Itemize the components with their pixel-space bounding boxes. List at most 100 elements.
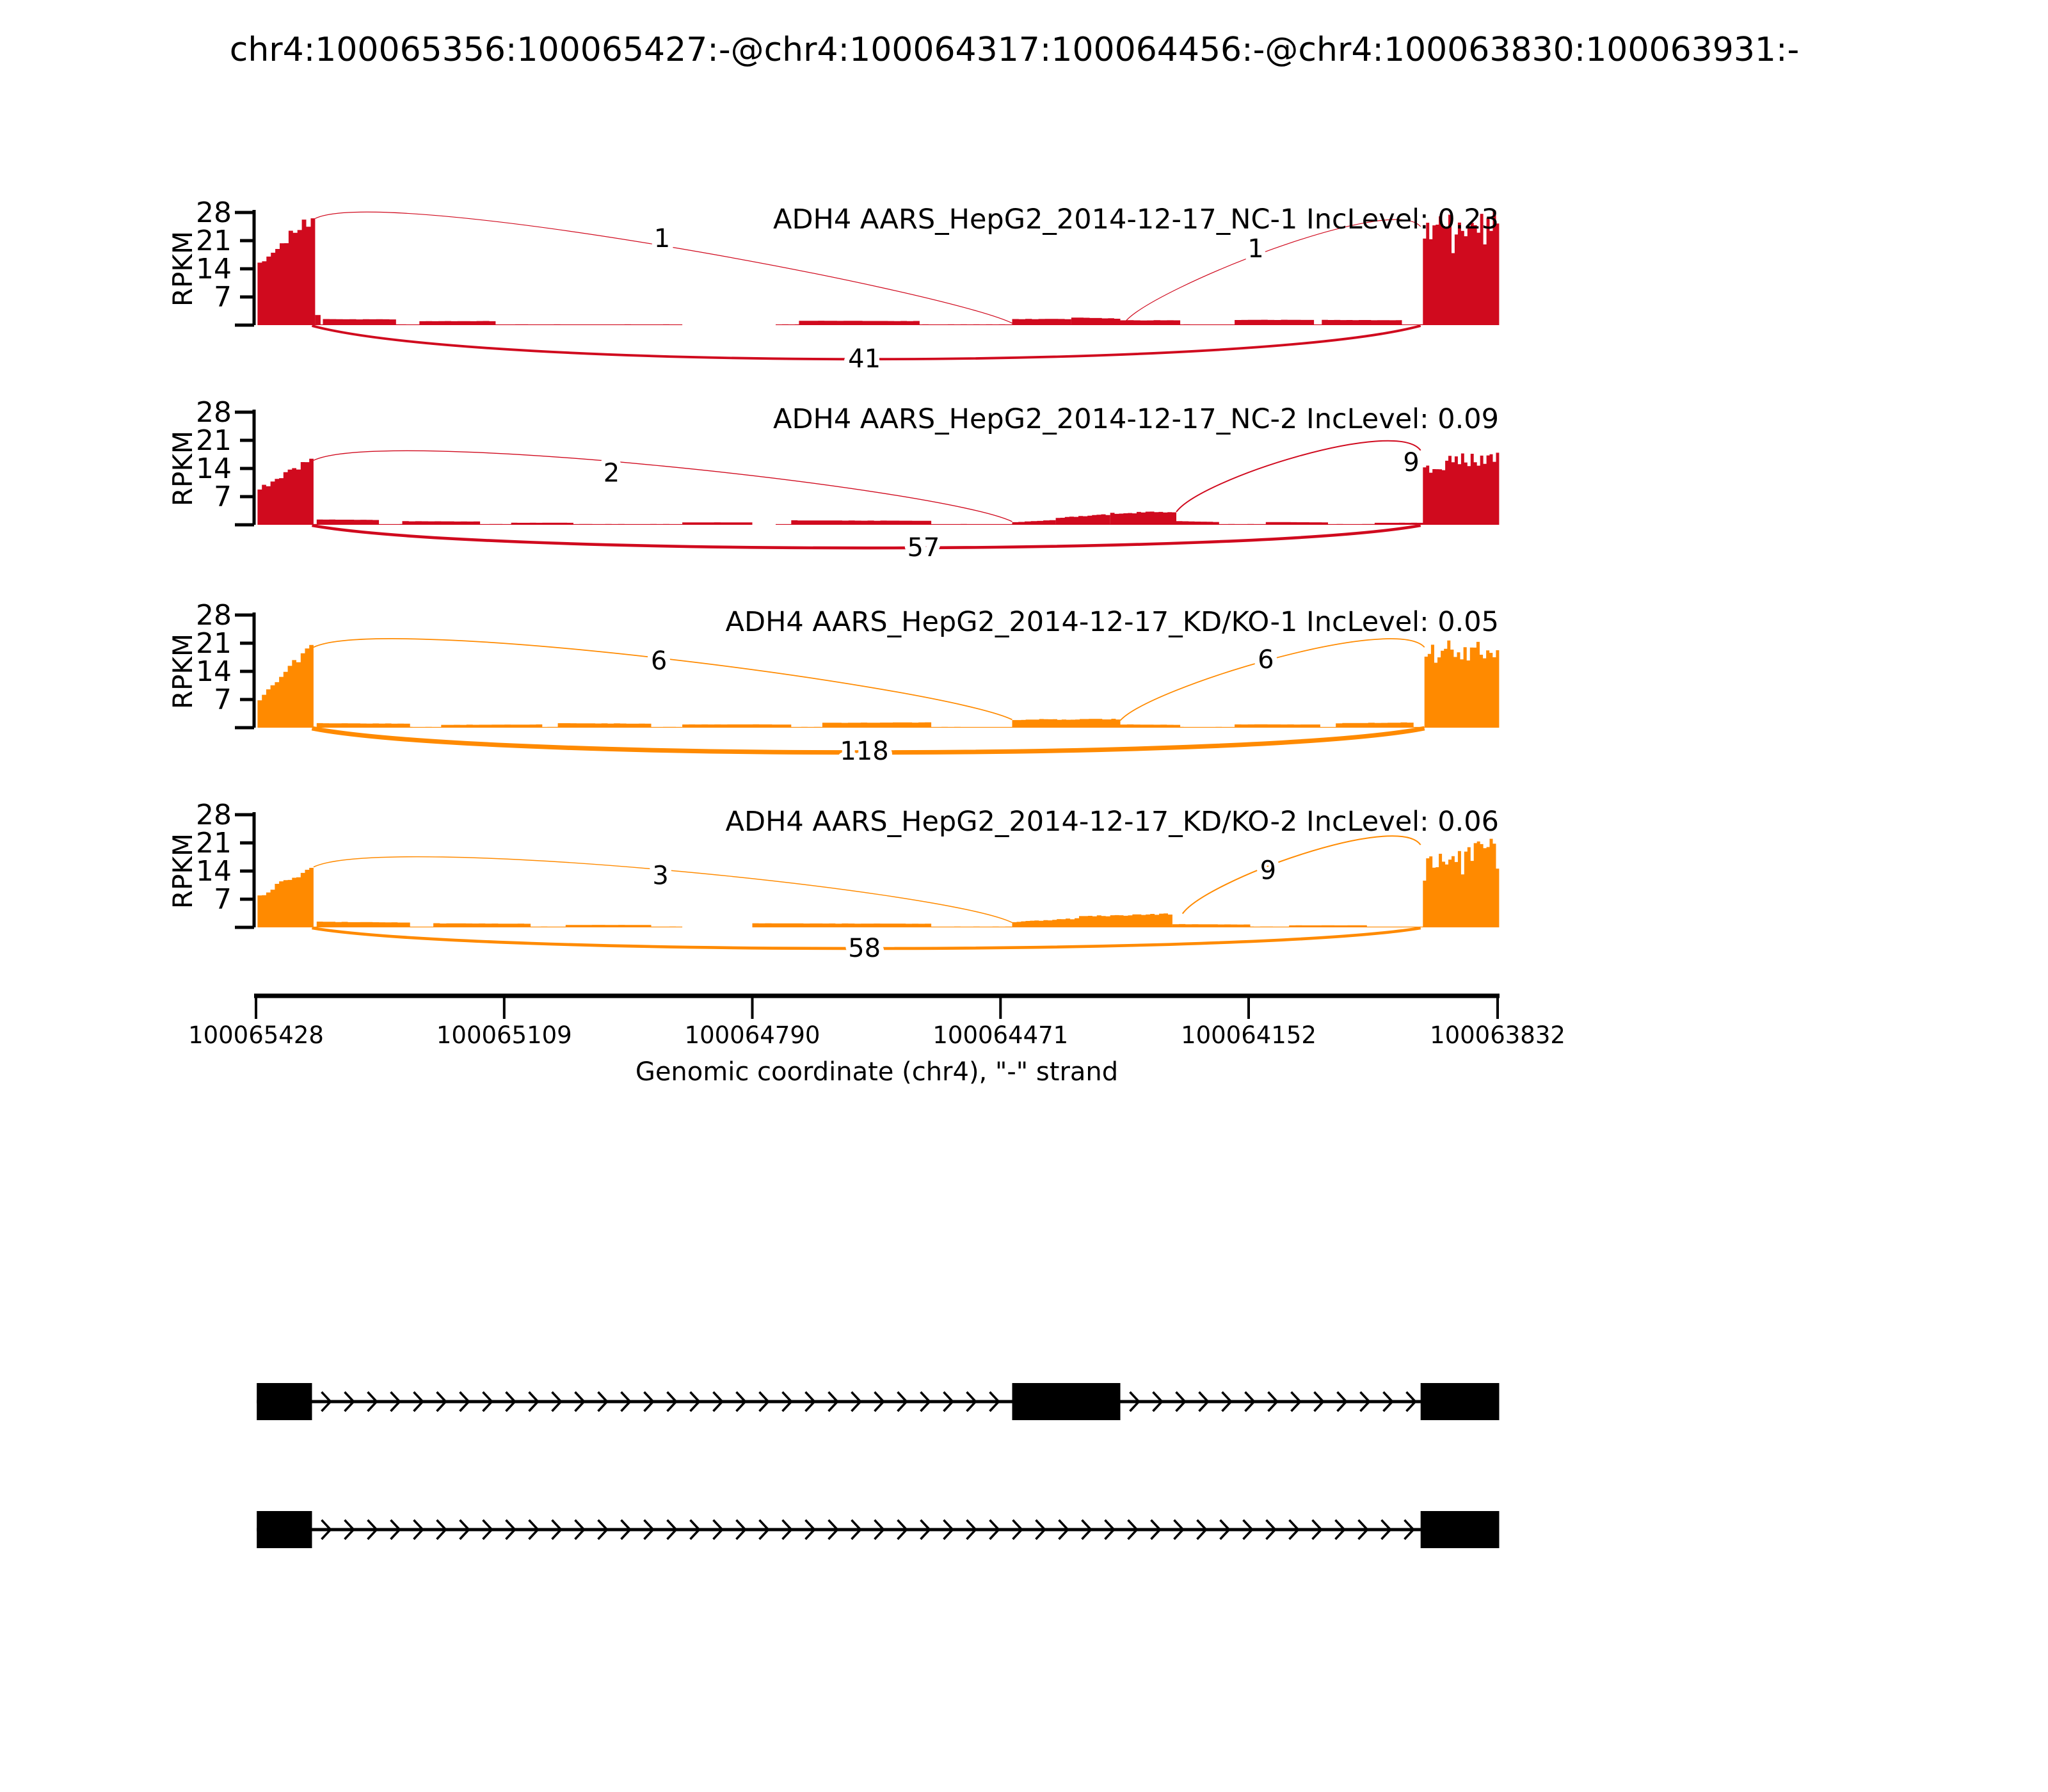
intron-arrow	[1035, 1519, 1046, 1540]
intron-arrow	[643, 1519, 655, 1540]
coverage-area	[1055, 514, 1110, 525]
y-axis-title: RPKM	[167, 833, 198, 909]
x-tick-label: 100063832	[1430, 1021, 1565, 1049]
intron-arrow	[943, 1391, 954, 1412]
y-axis-title: RPKM	[167, 431, 198, 506]
coverage-area	[791, 520, 932, 525]
coverage-area	[1423, 452, 1500, 525]
junction-count: 1	[1247, 234, 1263, 264]
intron-arrow	[712, 1391, 724, 1412]
y-tick-label: 28	[196, 599, 232, 632]
junction-arc	[1176, 440, 1421, 513]
coverage-area	[511, 522, 573, 525]
coverage-area	[1079, 913, 1172, 927]
intron-arrow	[1219, 1519, 1231, 1540]
intron-arrow	[459, 1519, 470, 1540]
y-tick-label: 7	[214, 481, 232, 513]
intron-arrow	[551, 1391, 563, 1412]
coverage-area	[257, 458, 314, 525]
intron-arrow	[1104, 1519, 1116, 1540]
coverage-area	[419, 321, 496, 325]
intron-arrow	[735, 1519, 747, 1540]
intron-arrow	[1196, 1519, 1208, 1540]
x-tick-label: 100065428	[188, 1021, 324, 1049]
coverage-area	[402, 521, 481, 525]
x-tick-label: 100064790	[685, 1021, 820, 1049]
y-tick-label: 21	[196, 627, 232, 660]
intron-arrow	[897, 1519, 908, 1540]
intron-arrow	[1150, 1519, 1162, 1540]
intron-arrow	[1311, 1519, 1323, 1540]
junction-arc-skip	[311, 726, 1425, 755]
intron-arrow	[966, 1391, 977, 1412]
junction-arc	[1181, 835, 1421, 915]
track-title: ADH4 AARS_HepG2_2014-12-17_NC-1 IncLevel…	[773, 204, 1499, 236]
junction-arc	[313, 856, 1012, 924]
intron-arrow	[689, 1519, 701, 1540]
coverage-area	[315, 315, 321, 325]
intron-arrow	[367, 1391, 378, 1412]
coverage-area	[433, 923, 531, 927]
intron-arrow	[367, 1519, 378, 1540]
intron-arrow	[459, 1391, 470, 1412]
intron-arrow	[989, 1391, 1000, 1412]
coverage-area	[1012, 319, 1071, 325]
y-tick-label: 14	[196, 655, 232, 688]
junction-count: 58	[848, 934, 881, 963]
intron-arrow	[804, 1391, 816, 1412]
coverage-area	[1235, 319, 1315, 325]
y-tick-label: 21	[196, 424, 232, 457]
y-axis-title: RPKM	[167, 634, 198, 709]
intron-arrow	[528, 1519, 540, 1540]
exon-block	[1012, 1383, 1121, 1420]
intron-arrow	[781, 1519, 793, 1540]
track-title: ADH4 AARS_HepG2_2014-12-17_KD/KO-1 IncLe…	[726, 606, 1499, 638]
junction-arc-skip	[312, 926, 1421, 950]
intron-arrow	[804, 1519, 816, 1540]
coverage-area	[1265, 522, 1328, 525]
intron-arrow	[758, 1391, 770, 1412]
figure-title: chr4:100065356:100065427:-@chr4:10006431…	[230, 31, 1800, 69]
coverage-area	[682, 522, 753, 525]
coverage-area	[1120, 724, 1181, 728]
intron-arrow	[1198, 1391, 1210, 1412]
intron-arrow	[1221, 1391, 1233, 1412]
coverage-area	[1012, 520, 1056, 525]
y-tick-label: 14	[196, 855, 232, 888]
intron-arrow	[1175, 1391, 1187, 1412]
intron-arrow	[1152, 1391, 1164, 1412]
y-tick-label: 7	[214, 883, 232, 916]
coverage-area	[752, 923, 932, 927]
intron-arrow	[482, 1391, 493, 1412]
intron-arrow	[989, 1519, 1000, 1540]
intron-arrow	[390, 1519, 401, 1540]
junction-arc-skip	[312, 324, 1421, 361]
junction-arc	[313, 450, 1012, 522]
intron-arrow	[1173, 1519, 1185, 1540]
intron-arrow	[1127, 1519, 1139, 1540]
coverage-area	[1176, 521, 1219, 525]
intron-arrow	[1012, 1519, 1023, 1540]
coverage-area	[316, 519, 380, 525]
intron-arrow	[1357, 1519, 1369, 1540]
exon-block	[257, 1511, 312, 1548]
intron-arrow	[1244, 1391, 1256, 1412]
intron-arrow	[851, 1519, 862, 1540]
intron-arrow	[966, 1519, 977, 1540]
intron-arrow	[1081, 1519, 1092, 1540]
coverage-area	[1110, 511, 1176, 525]
intron-arrow	[1336, 1391, 1348, 1412]
intron-arrow	[828, 1519, 839, 1540]
intron-arrow	[1405, 1391, 1417, 1412]
coverage-area	[1172, 924, 1251, 927]
intron-arrow	[943, 1519, 954, 1540]
coverage-area	[316, 723, 410, 728]
junction-count: 6	[1258, 645, 1274, 675]
junction-count: 2	[604, 458, 620, 488]
intron-arrow	[643, 1391, 655, 1412]
y-tick-label: 7	[214, 684, 232, 716]
intron-arrow	[735, 1391, 747, 1412]
y-tick-label: 21	[196, 225, 232, 257]
y-tick-label: 7	[214, 281, 232, 314]
